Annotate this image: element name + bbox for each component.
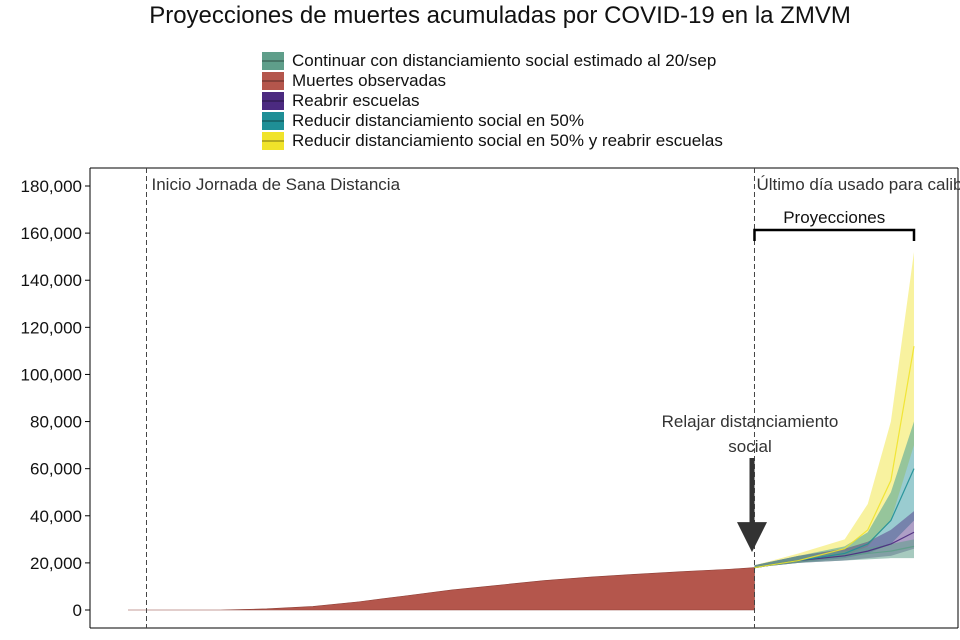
legend-item: Continuar con distanciamiento social est…	[262, 51, 723, 71]
chart-title: Proyecciones de muertes acumuladas por C…	[149, 2, 851, 29]
annotations: Inicio Jornada de Sana Distancia Último d…	[145, 168, 960, 628]
legend-swatch	[262, 112, 284, 130]
legend-swatch	[262, 132, 284, 150]
legend-item: Reducir distanciamiento social en 50% y …	[262, 131, 723, 151]
calibration-line-label: Último día usado para calibrar	[756, 175, 960, 194]
y-axis-ticks: 0 20,000 40,000 60,000 80,000 100,000 120,000 1…	[21, 177, 90, 620]
legend-label: Muertes observadas	[292, 71, 447, 90]
relax-label-line2: social	[728, 437, 771, 456]
legend-label: Reducir distanciamiento social en 50% y …	[292, 131, 723, 150]
y-tick-label: 40,000	[30, 507, 82, 526]
y-tick-label: 80,000	[30, 413, 82, 432]
projection-bands	[754, 251, 914, 568]
legend-swatch	[262, 92, 284, 110]
projections-bracket	[753, 228, 916, 241]
legend-swatch	[262, 72, 284, 90]
y-tick-label: 120,000	[21, 318, 82, 337]
legend-swatch	[262, 52, 284, 70]
projections-label: Proyecciones	[783, 208, 885, 227]
y-tick-label: 140,000	[21, 271, 82, 290]
y-tick-label: 60,000	[30, 460, 82, 479]
y-tick-label: 180,000	[21, 177, 82, 196]
projection-band	[754, 251, 914, 568]
legend-label: Continuar con distanciamiento social est…	[292, 51, 717, 70]
observed-deaths-area	[128, 567, 755, 611]
y-tick-label: 160,000	[21, 224, 82, 243]
observed-area	[128, 567, 755, 611]
projection-band	[754, 421, 914, 568]
y-tick-label: 100,000	[21, 365, 82, 384]
y-tick-label: 0	[73, 601, 82, 620]
projection-band	[754, 539, 914, 568]
axes	[89, 167, 959, 629]
legend-item: Reabrir escuelas	[262, 91, 723, 111]
relax-label-line1: Relajar distanciamiento	[662, 412, 839, 431]
legend-label: Reducir distanciamiento social en 50%	[292, 111, 584, 130]
series-line	[754, 346, 915, 569]
legend-item: Reducir distanciamiento social en 50%	[262, 111, 723, 131]
y-tick-label: 20,000	[30, 554, 82, 573]
legend-item: Muertes observadas	[262, 71, 723, 91]
legend: Continuar con distanciamiento social est…	[262, 51, 723, 151]
legend-label: Reabrir escuelas	[292, 91, 420, 110]
series-lines	[754, 346, 915, 569]
start-line-label: Inicio Jornada de Sana Distancia	[151, 175, 400, 194]
